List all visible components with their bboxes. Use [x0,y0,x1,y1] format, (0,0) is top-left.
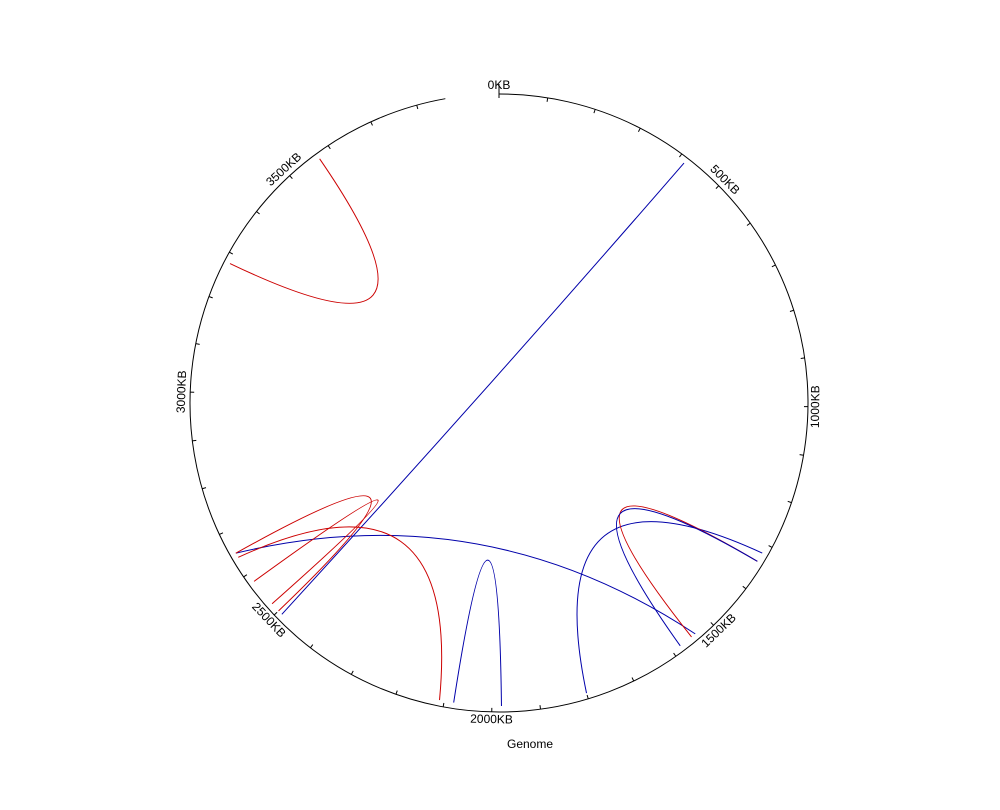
axis-tick [594,109,595,113]
axis-tick [328,146,330,149]
blue-link [454,560,502,706]
tick-label: 1000KB [808,385,823,428]
axis-tick [587,695,588,699]
axis-tick [443,703,444,707]
axis-tick [417,105,418,109]
link-layer [230,159,762,706]
red-link [230,159,378,304]
axis-tick [747,223,750,225]
axis-tick [638,128,640,132]
axis-tick [772,265,776,267]
axis-tick [229,252,232,254]
axis-tick [632,677,634,681]
axis-tick [716,186,719,189]
axis-tick [209,297,213,298]
tick-label: 3000KB [174,370,189,413]
red-link [619,506,757,637]
axis-tick [371,122,373,126]
tick-label: 2000KB [470,712,513,727]
axis-tick [196,344,200,345]
axis-tick [790,310,794,311]
axis-tick [674,653,676,656]
tick-label-layer: 0KB500KB1000KB1500KB2000KB2500KB3000KB35… [174,78,823,726]
axis-tick [290,176,293,179]
axis-tick [202,488,206,489]
blue-link [616,509,757,646]
axis-tick [396,691,397,695]
blue-link [577,522,762,693]
axis-tick [679,154,681,157]
axis-tick [788,501,792,502]
axis-tick [769,546,773,548]
axis-tick [351,671,353,675]
genome-label: Genome [507,737,553,751]
axis-tick [540,705,541,709]
axis-tick [547,98,548,102]
axis-tick [743,586,746,588]
axis-tick [219,533,223,535]
axis-tick [310,645,312,648]
tick-label: 2500KB [249,600,288,641]
tick-label: 3500KB [263,150,304,189]
axis-tick [801,358,805,359]
axis-tick [256,212,259,214]
tick-label: 1500KB [698,611,738,651]
tick-label: 0KB [488,78,511,92]
red-link [254,500,378,604]
axis-tick [244,575,247,577]
axis-tick [800,455,804,456]
